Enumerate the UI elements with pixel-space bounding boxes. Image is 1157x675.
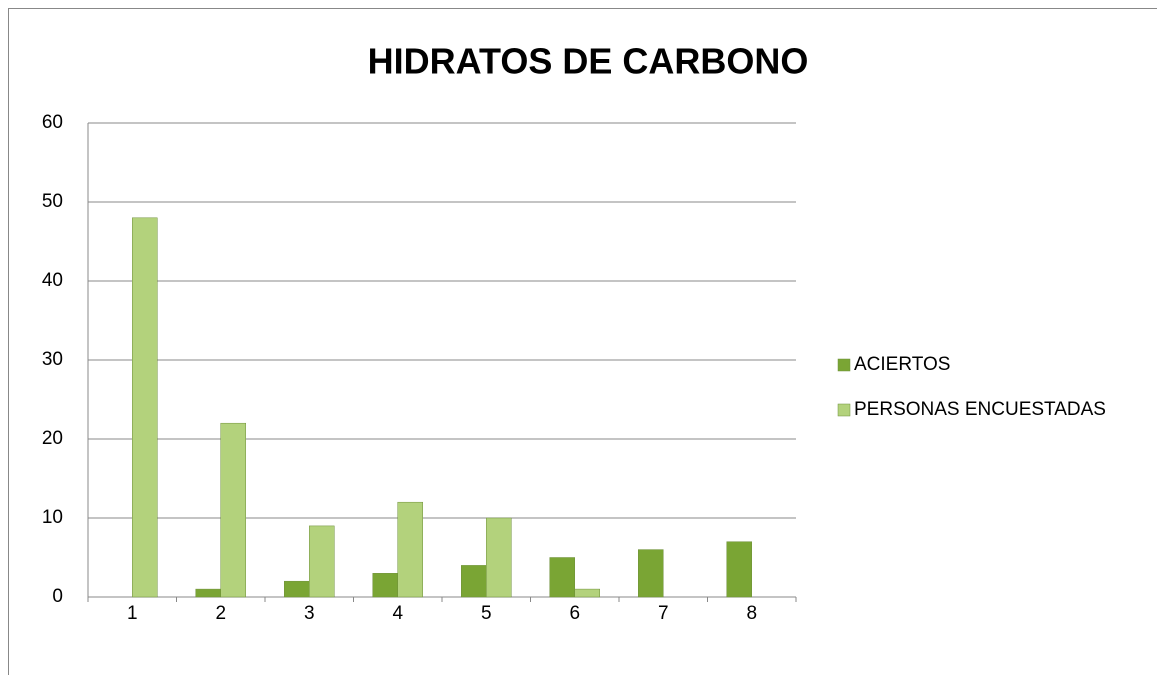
x-tick-label: 7 bbox=[658, 603, 669, 624]
x-tick-label: 3 bbox=[304, 603, 315, 624]
bar bbox=[638, 549, 664, 598]
bar bbox=[549, 557, 575, 598]
bar bbox=[284, 580, 310, 598]
x-tick-label: 2 bbox=[215, 603, 226, 624]
bar bbox=[220, 422, 246, 598]
legend-label: ACIERTOS bbox=[854, 354, 950, 375]
legend-label: PERSONAS ENCUESTADAS bbox=[854, 399, 1106, 420]
y-tick-label: 40 bbox=[42, 270, 63, 291]
chart-frame bbox=[8, 8, 1157, 675]
y-tick-label: 30 bbox=[42, 349, 63, 370]
bar bbox=[195, 588, 221, 598]
bar bbox=[486, 517, 512, 598]
bar bbox=[132, 217, 158, 598]
bar bbox=[397, 501, 423, 598]
y-tick-label: 0 bbox=[52, 586, 63, 607]
bar bbox=[574, 588, 600, 598]
bar bbox=[372, 573, 398, 598]
y-tick-label: 50 bbox=[42, 191, 63, 212]
x-tick-label: 5 bbox=[481, 603, 492, 624]
bar bbox=[726, 541, 752, 598]
y-tick-label: 10 bbox=[42, 507, 63, 528]
legend-swatch bbox=[837, 403, 851, 417]
bar bbox=[461, 565, 487, 598]
y-tick-label: 60 bbox=[42, 112, 63, 133]
x-tick-label: 6 bbox=[569, 603, 580, 624]
chart-title: HIDRATOS DE CARBONO bbox=[368, 41, 809, 82]
legend-swatch bbox=[837, 358, 851, 372]
y-tick-label: 20 bbox=[42, 428, 63, 449]
bar bbox=[309, 525, 335, 598]
x-tick-label: 8 bbox=[746, 603, 757, 624]
x-tick-label: 1 bbox=[127, 603, 138, 624]
x-tick-label: 4 bbox=[392, 603, 403, 624]
